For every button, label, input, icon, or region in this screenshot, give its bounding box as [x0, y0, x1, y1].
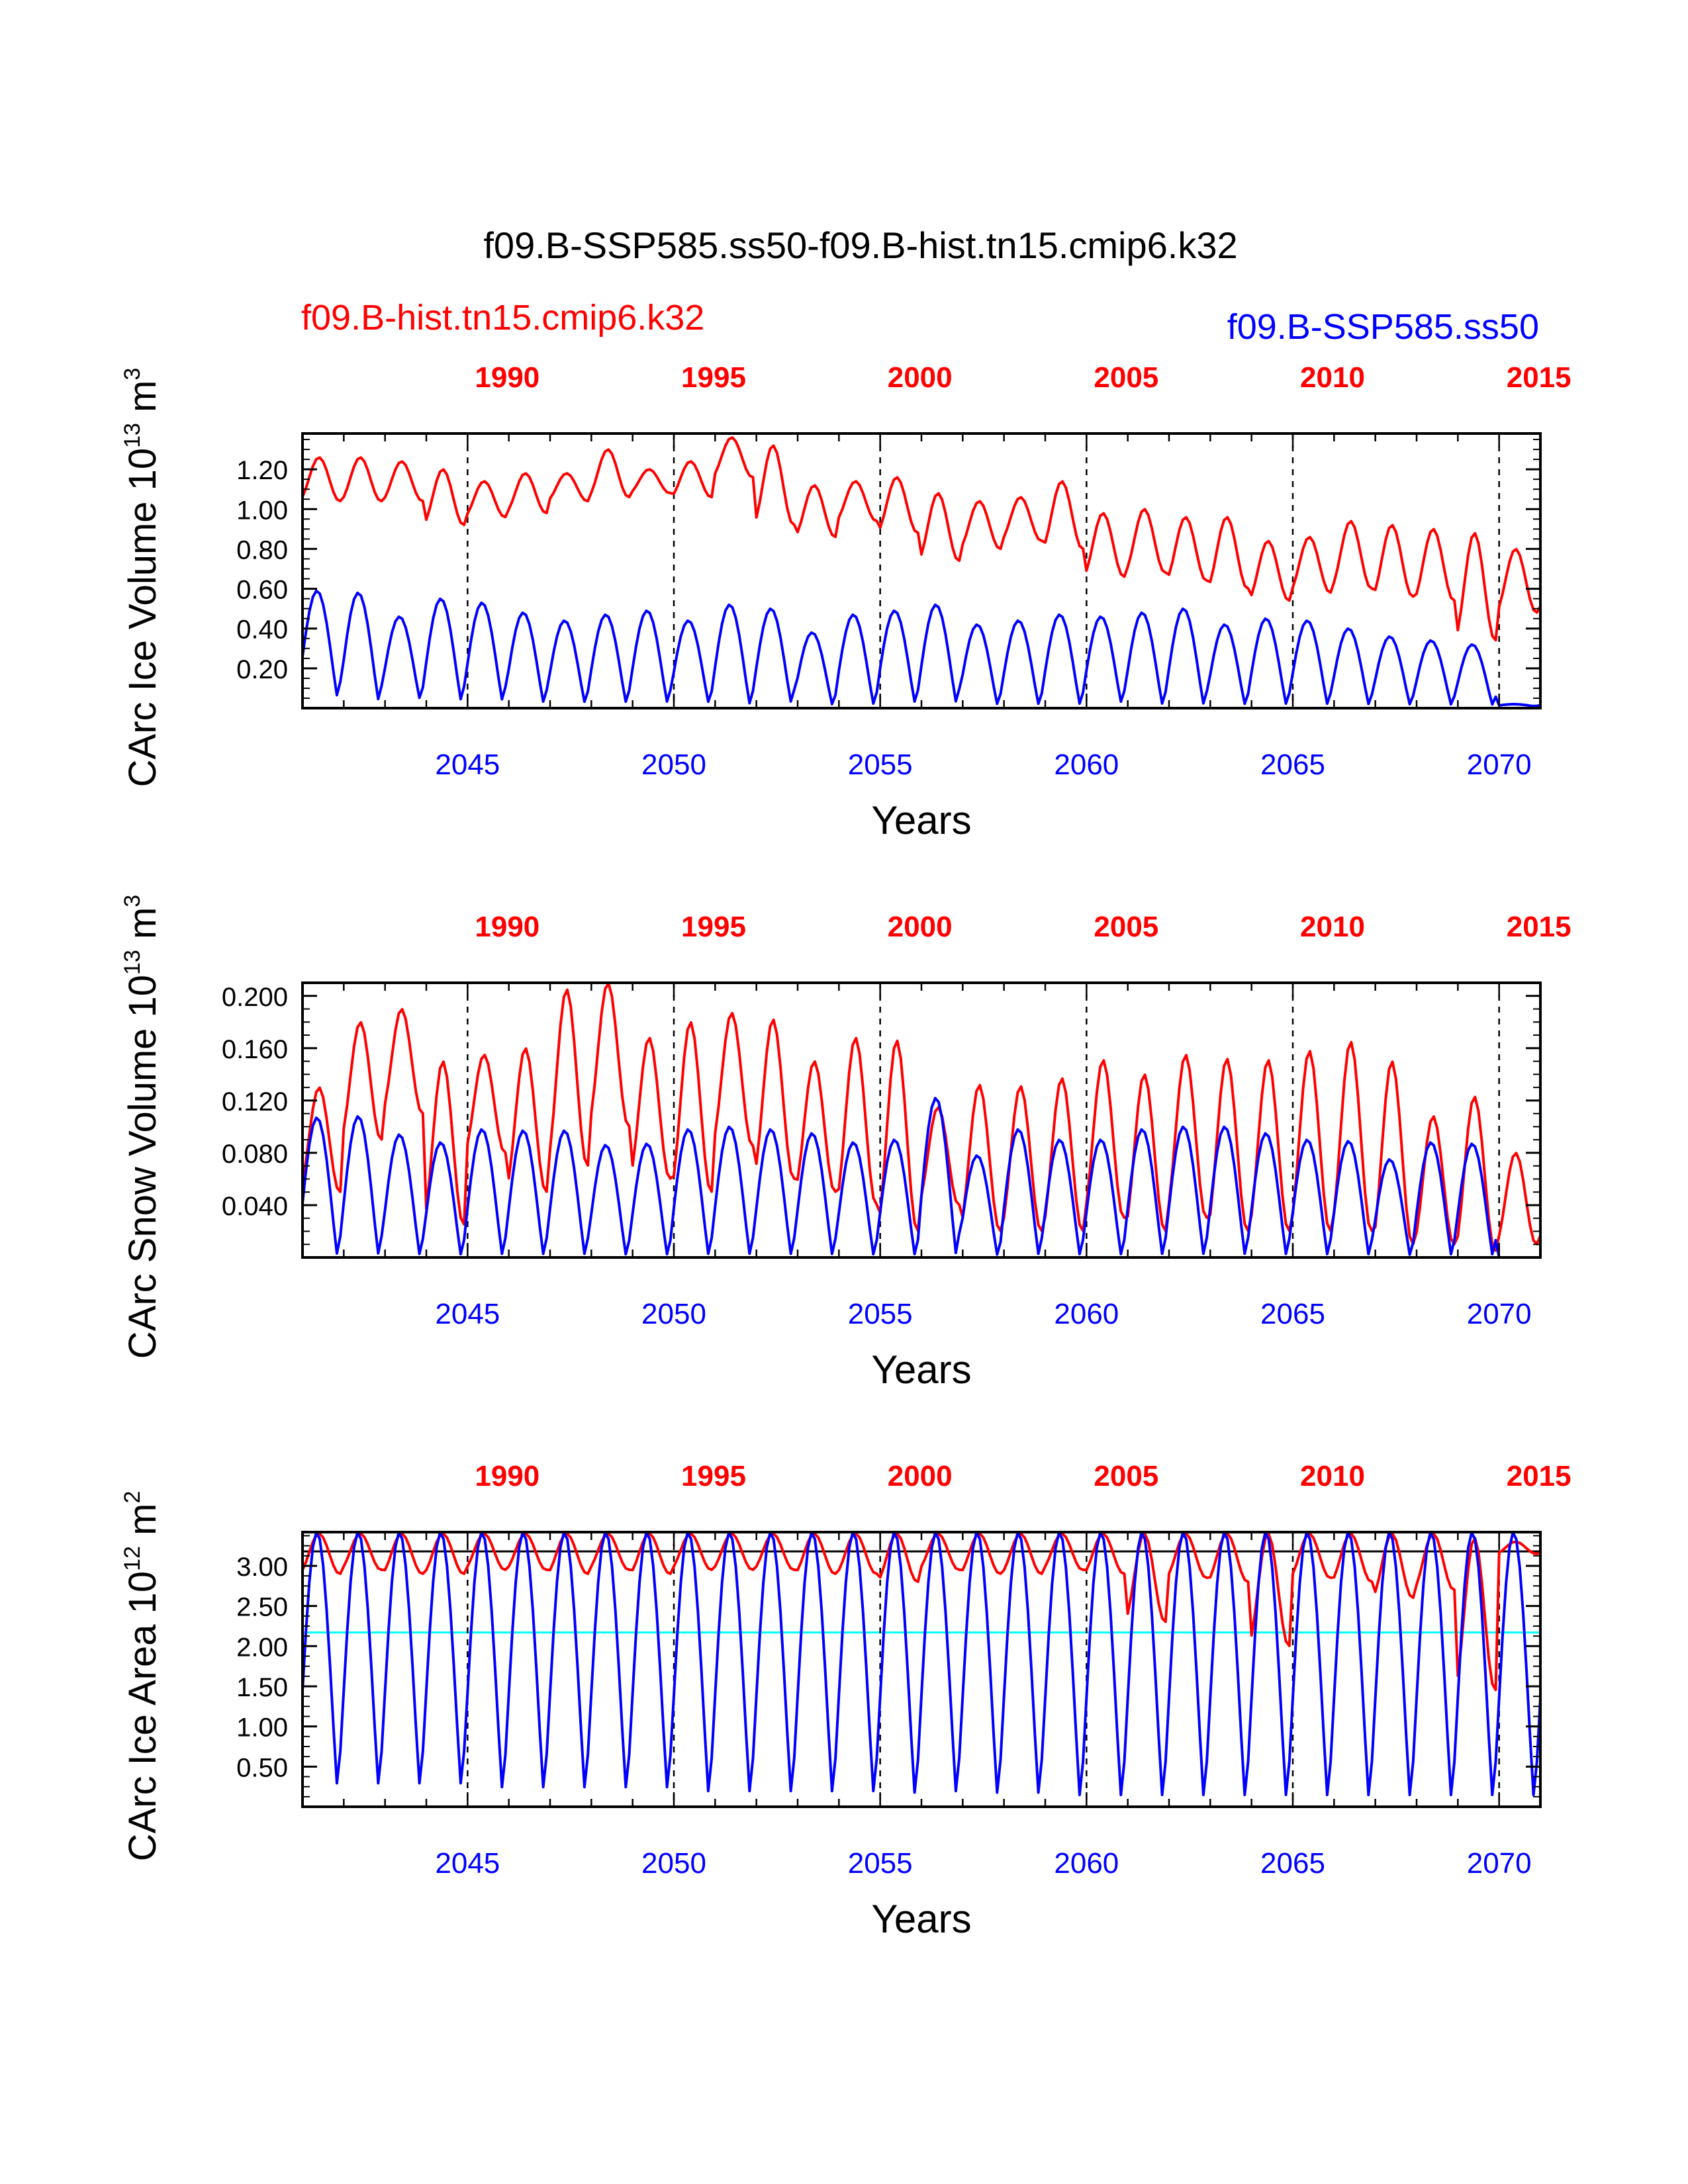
x-top-tick-label: 2015 [1507, 361, 1571, 394]
x-top-tick-label: 2000 [888, 911, 953, 943]
x-bottom-tick-label: 2070 [1467, 1847, 1532, 1880]
x-top-tick-label: 2010 [1300, 911, 1365, 943]
y-tick-label: 2.00 [236, 1633, 288, 1662]
x-top-tick-label: 1995 [681, 361, 746, 394]
x-top-tick-label: 1995 [681, 911, 746, 943]
legend-red-label: f09.B-hist.tn15.cmip6.k32 [301, 298, 704, 338]
y-tick-label: 0.120 [222, 1087, 288, 1116]
y-tick-label: 3.00 [236, 1553, 288, 1582]
y-axis-label: CArc Snow Volume 1013 m3 [120, 895, 164, 1359]
x-top-tick-label: 2010 [1300, 361, 1365, 394]
y-tick-label: 0.80 [236, 535, 288, 565]
x-top-tick-label: 1990 [475, 911, 539, 943]
x-top-tick-label: 2000 [888, 1460, 953, 1492]
series-line-blue [301, 1097, 1540, 1259]
x-bottom-tick-label: 2070 [1467, 1298, 1532, 1330]
x-bottom-tick-label: 2045 [435, 1298, 500, 1330]
y-tick-label: 0.160 [222, 1035, 288, 1064]
y-tick-label: 0.040 [222, 1192, 288, 1221]
plot-frame [301, 981, 1542, 1259]
figure-title: f09.B-SSP585.ss50-f09.B-hist.tn15.cmip6.… [483, 224, 1237, 266]
x-top-tick-label: 2000 [888, 361, 953, 394]
x-top-tick-label: 2005 [1094, 1460, 1158, 1492]
x-bottom-tick-label: 2065 [1260, 1298, 1325, 1330]
x-bottom-tick-label: 2045 [435, 749, 500, 781]
x-axis-label: Years [871, 798, 971, 842]
x-axis-label: Years [871, 1347, 971, 1392]
y-tick-label: 0.20 [236, 655, 288, 684]
x-top-tick-label: 2005 [1094, 361, 1158, 394]
y-axis-label: CArc Ice Volume 1013 m3 [120, 368, 164, 788]
x-bottom-tick-label: 2065 [1260, 749, 1325, 781]
y-axis-label: CArc Ice Area 1012 m2 [120, 1491, 164, 1862]
x-top-tick-label: 2015 [1507, 1460, 1571, 1492]
y-tick-label: 2.50 [236, 1593, 288, 1622]
x-bottom-tick-label: 2060 [1054, 1847, 1119, 1880]
x-bottom-tick-label: 2055 [848, 1298, 913, 1330]
legend-blue-label: f09.B-SSP585.ss50 [1227, 307, 1539, 347]
x-bottom-tick-label: 2050 [641, 1847, 706, 1880]
series-line-red [301, 1532, 1541, 1692]
x-bottom-tick-label: 2055 [848, 749, 913, 781]
y-tick-label: 1.00 [236, 1713, 288, 1743]
x-bottom-tick-label: 2045 [435, 1847, 500, 1880]
y-tick-label: 1.50 [236, 1673, 288, 1702]
x-top-tick-label: 1990 [475, 361, 539, 394]
x-bottom-tick-label: 2070 [1467, 749, 1532, 781]
y-tick-label: 0.50 [236, 1753, 288, 1782]
x-top-tick-label: 2015 [1507, 911, 1571, 943]
y-tick-label: 0.080 [222, 1140, 288, 1169]
chart-panel-2: 0.040 0.080 0.120 0.160 0.200 2045 2050 2055 206… [120, 895, 1571, 1392]
x-bottom-tick-label: 2050 [641, 1298, 706, 1330]
x-top-tick-label: 2010 [1300, 1460, 1365, 1492]
x-axis-label: Years [871, 1897, 971, 1941]
series-line-blue [301, 589, 1541, 707]
chart-panel-3: 0.50 1.00 1.50 2.00 2.50 3.00 2045 2050 2055 2060… [120, 1460, 1571, 1941]
x-bottom-tick-label: 2060 [1054, 749, 1119, 781]
series-line-blue [301, 1531, 1542, 1797]
series-line-red [301, 436, 1542, 642]
y-tick-label: 0.60 [236, 576, 288, 605]
x-top-tick-label: 1990 [475, 1460, 539, 1492]
x-bottom-tick-label: 2050 [641, 749, 706, 781]
x-bottom-tick-label: 2055 [848, 1847, 913, 1880]
x-top-tick-label: 2005 [1094, 911, 1158, 943]
x-bottom-tick-label: 2065 [1260, 1847, 1325, 1880]
y-tick-label: 0.200 [222, 983, 288, 1012]
y-tick-label: 0.40 [236, 615, 288, 645]
y-tick-label: 1.20 [236, 456, 288, 485]
x-top-tick-label: 1995 [681, 1460, 746, 1492]
chart-panel-1: 0.20 0.40 0.60 0.80 1.00 1.20 2045 2050 2055 2060… [120, 361, 1571, 842]
y-tick-label: 1.00 [236, 496, 288, 525]
x-bottom-tick-label: 2060 [1054, 1298, 1119, 1330]
